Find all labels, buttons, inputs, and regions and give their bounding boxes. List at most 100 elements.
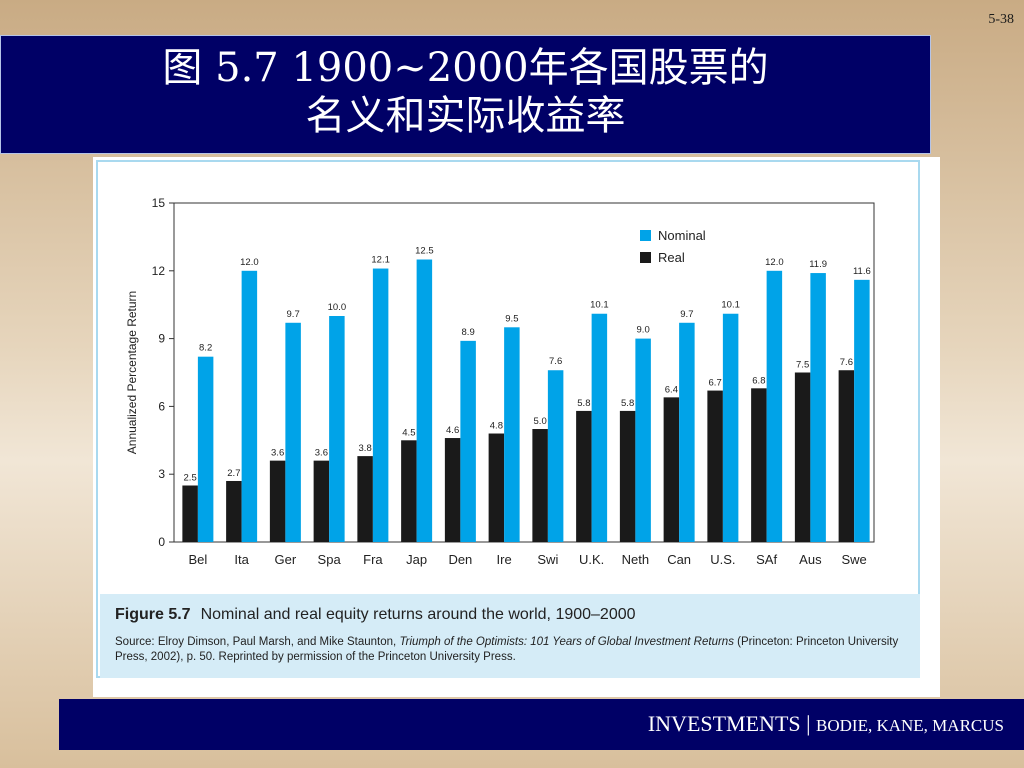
bar-real <box>576 410 592 542</box>
plot-frame <box>173 202 875 543</box>
slide-number: 5-38 <box>988 12 1014 27</box>
caption-title: Figure 5.7 Nominal and real equity return… <box>115 606 636 624</box>
figure-frame: 0 3 6 9 12 15 Annualized Percentage Return 2.5 8… <box>93 157 940 697</box>
data-label-real: 3.8 <box>359 443 372 454</box>
bar-real <box>532 429 548 542</box>
x-tick-label: Neth <box>622 552 649 567</box>
data-label-real: 7.5 <box>796 360 809 371</box>
y-tick-label: 9 <box>158 332 165 346</box>
x-tick-label: Fra <box>363 552 383 567</box>
bar-real <box>751 388 767 542</box>
figure-label: Figure 5.7 <box>115 606 191 623</box>
source-book: Triumph of the Optimists: 101 Years of G… <box>399 636 734 648</box>
data-label-real: 2.7 <box>227 468 240 479</box>
bar-real <box>707 390 723 542</box>
bar-real <box>619 410 636 542</box>
x-tick-label: Ita <box>234 552 249 567</box>
x-tick-label: Swe <box>841 552 866 567</box>
figure-panel: 0 3 6 9 12 15 Annualized Percentage Return 2.5 8… <box>96 160 920 678</box>
caption-source: Source: Elroy Dimson, Paul Marsh, and Mi… <box>115 635 905 665</box>
x-tick-label: U.S. <box>710 552 735 567</box>
bar-nominal <box>679 322 695 542</box>
data-label-real: 4.8 <box>490 421 503 432</box>
data-label-real: 4.6 <box>446 425 459 436</box>
data-label-nominal: 12.1 <box>371 255 390 266</box>
x-tick-label: Den <box>448 552 472 567</box>
data-label-real: 6.8 <box>752 375 765 386</box>
data-label-nominal: 10.0 <box>328 302 347 313</box>
legend-label-real: Real <box>658 250 685 265</box>
bar-nominal <box>241 270 258 542</box>
data-label-real: 7.6 <box>840 357 853 368</box>
bar-real <box>313 460 330 542</box>
figure-caption: Figure 5.7 Nominal and real equity return… <box>100 594 920 678</box>
data-label-real: 5.8 <box>621 398 634 409</box>
source-suffix: (Princeton: Princeton University Press, … <box>115 636 899 663</box>
bar-nominal <box>766 270 783 542</box>
bar-real <box>182 485 198 542</box>
legend-swatch-nominal <box>640 230 651 241</box>
data-label-nominal: 10.1 <box>590 300 609 311</box>
title-line-1: 图 5.7 1900~2000年各国股票的 <box>162 45 769 91</box>
y-tick-label: 12 <box>152 264 166 278</box>
data-label-nominal: 8.2 <box>199 343 212 354</box>
data-label-nominal: 8.9 <box>462 327 475 338</box>
data-label-real: 2.5 <box>184 473 197 484</box>
x-tick-label: Jap <box>406 552 427 567</box>
data-label-real: 5.0 <box>534 416 547 427</box>
title-line-2: 名义和实际收益率 <box>305 93 626 139</box>
data-label-nominal: 12.0 <box>765 257 784 268</box>
data-label-real: 3.6 <box>315 448 328 459</box>
data-label-nominal: 7.6 <box>549 356 562 367</box>
footer-bar: INVESTMENTS | BODIE, KANE, MARCUS <box>59 699 1024 750</box>
bar-nominal <box>547 370 564 542</box>
data-label-real: 4.5 <box>402 427 415 438</box>
bar-real <box>269 460 286 542</box>
footer-text: INVESTMENTS | BODIE, KANE, MARCUS <box>648 711 1004 737</box>
bar-nominal <box>810 273 826 542</box>
footer-book: INVESTMENTS <box>647 711 801 736</box>
footer-separator: | <box>800 711 817 736</box>
data-label-nominal: 12.5 <box>415 246 434 257</box>
x-tick-label: Aus <box>799 552 822 567</box>
bar-nominal <box>722 313 739 542</box>
data-label-real: 5.8 <box>577 398 590 409</box>
data-label-nominal: 9.7 <box>680 309 693 320</box>
data-label-nominal: 9.7 <box>287 309 300 320</box>
bar-nominal <box>329 316 345 542</box>
y-tick-label: 0 <box>158 535 165 549</box>
x-tick-label: Swi <box>537 552 558 567</box>
bar-nominal <box>591 313 608 542</box>
bar-nominal <box>460 340 476 542</box>
x-tick-label: Ire <box>497 552 512 567</box>
x-tick-label: Ger <box>275 552 297 567</box>
data-label-real: 6.7 <box>709 378 722 389</box>
footer-authors: BODIE, KANE, MARCUS <box>816 716 1004 735</box>
y-tick-label: 3 <box>158 467 165 481</box>
bar-real <box>401 440 417 542</box>
x-tick-label: Bel <box>188 552 207 567</box>
bar-real <box>838 370 855 542</box>
data-label-nominal: 9.5 <box>505 313 518 324</box>
y-tick-label: 15 <box>152 196 166 210</box>
x-tick-label: U.K. <box>579 552 604 567</box>
data-label-nominal: 11.9 <box>809 259 827 270</box>
bar-nominal <box>504 327 520 542</box>
bar-nominal <box>285 322 301 542</box>
figure-title: Nominal and real equity returns around t… <box>200 606 636 623</box>
data-label-nominal: 11.6 <box>853 266 871 277</box>
bar-chart: 0 3 6 9 12 15 Annualized Percentage Return 2.5 8… <box>125 196 875 567</box>
bar-nominal <box>197 356 214 542</box>
bar-real <box>794 372 811 542</box>
bar-real <box>488 433 505 542</box>
source-prefix: Source: Elroy Dimson, Paul Marsh, and Mi… <box>115 636 400 648</box>
legend-swatch-real <box>640 252 651 263</box>
bar-real <box>444 438 461 542</box>
title-bar: 图 5.7 1900~2000年各国股票的 名义和实际收益率 <box>0 35 931 154</box>
bar-real <box>226 480 242 542</box>
bar-real <box>663 397 680 542</box>
x-tick-label: Spa <box>318 552 342 567</box>
bar-nominal <box>372 268 389 542</box>
x-tick-label: SAf <box>756 552 777 567</box>
bar-nominal <box>416 259 433 542</box>
